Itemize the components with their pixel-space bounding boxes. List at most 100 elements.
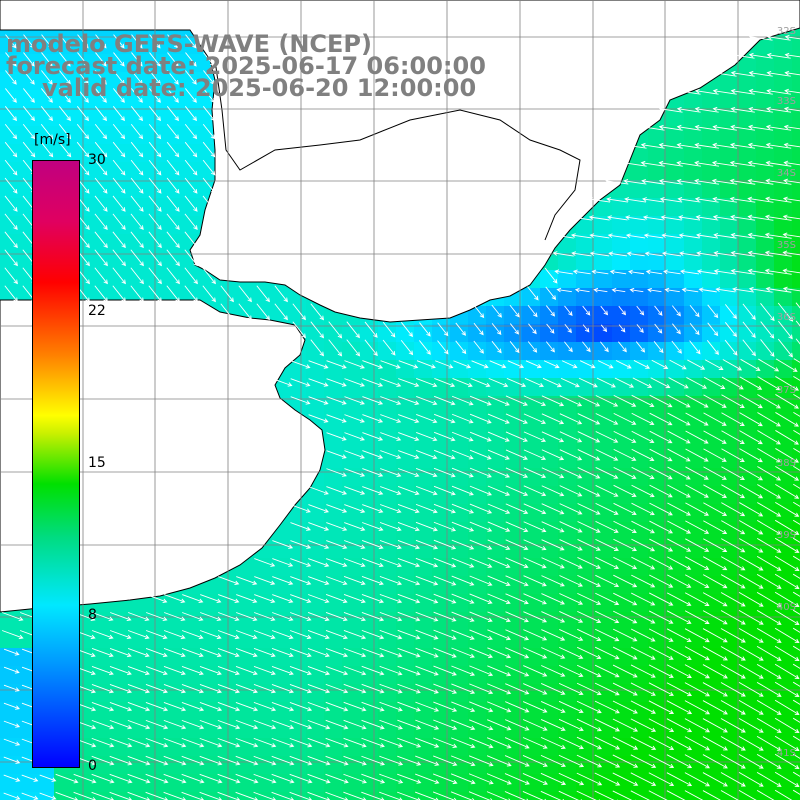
- wind-cell: [666, 126, 685, 145]
- wind-arrow: [784, 52, 800, 58]
- wind-arrow: [217, 755, 241, 766]
- wind-arrow: [764, 250, 792, 257]
- wind-cell: [90, 216, 109, 235]
- wind-cell: [162, 108, 181, 127]
- wind-arrow: [679, 251, 700, 257]
- wind-arrow: [127, 666, 150, 676]
- wind-arrow: [577, 610, 602, 623]
- wind-cell: [594, 702, 613, 721]
- wind-cell: [738, 630, 757, 649]
- wind-cell: [684, 144, 703, 163]
- wind-arrow: [415, 593, 439, 604]
- wind-cell: [756, 396, 775, 415]
- wind-arrow: [667, 538, 692, 552]
- wind-arrow: [612, 736, 639, 750]
- wind-arrow: [676, 178, 701, 185]
- wind-arrow: [202, 123, 216, 140]
- wind-arrow: [613, 412, 637, 425]
- wind-arrow: [696, 269, 718, 275]
- wind-arrow: [185, 70, 197, 85]
- wind-arrow: [397, 539, 420, 550]
- wind-arrow: [698, 287, 717, 293]
- wind-cell: [288, 792, 307, 800]
- wind-arrow: [491, 340, 502, 354]
- wind-arrow: [505, 395, 528, 406]
- wind-arrow: [614, 377, 635, 388]
- wind-cell: [774, 198, 793, 217]
- wind-arrow: [379, 719, 403, 730]
- wind-arrow: [326, 432, 347, 441]
- wind-cell: [756, 414, 775, 433]
- wind-arrow: [77, 70, 89, 85]
- wind-arrow: [694, 178, 720, 185]
- wind-arrow: [756, 717, 782, 733]
- wind-cell: [72, 36, 91, 55]
- wind-arrow: [473, 340, 484, 354]
- wind-arrow: [455, 322, 467, 336]
- wind-cell: [684, 720, 703, 739]
- wind-arrow: [199, 737, 223, 748]
- wind-cell: [0, 108, 19, 127]
- wind-arrow: [712, 214, 737, 221]
- wind-cell: [18, 54, 37, 73]
- wind-arrow: [702, 592, 728, 607]
- wind-cell: [180, 792, 199, 800]
- wind-arrow: [694, 124, 719, 131]
- wind-arrow: [23, 52, 35, 67]
- wind-arrow: [724, 304, 737, 320]
- wind-arrow: [612, 754, 639, 768]
- wind-arrow: [217, 666, 240, 676]
- wind-arrow: [290, 396, 311, 405]
- wind-arrow: [58, 141, 72, 158]
- wind-arrow: [721, 484, 746, 499]
- wind-arrow: [127, 701, 151, 712]
- wind-arrow: [685, 484, 709, 498]
- wind-arrow: [783, 142, 800, 148]
- wind-cell: [720, 450, 739, 469]
- wind-arrow: [505, 611, 529, 623]
- wind-arrow: [489, 360, 507, 369]
- wind-cell: [738, 702, 757, 721]
- wind-arrow: [415, 737, 440, 748]
- wind-arrow: [649, 484, 673, 498]
- wind-arrow: [253, 630, 276, 640]
- wind-cell: [36, 126, 55, 145]
- wind-cell: [540, 504, 559, 523]
- wind-cell: [648, 468, 667, 487]
- wind-arrow: [685, 556, 710, 570]
- wind-arrow: [707, 304, 719, 319]
- wind-cell: [594, 360, 613, 379]
- wind-arrow: [163, 791, 187, 800]
- wind-arrow: [184, 249, 198, 267]
- wind-arrow: [326, 540, 348, 549]
- wind-cell: [486, 324, 505, 343]
- wind-cell: [612, 684, 631, 703]
- wind-cell: [252, 288, 271, 307]
- wind-arrow: [672, 323, 681, 335]
- wind-arrow: [343, 737, 367, 748]
- wind-arrow: [343, 791, 367, 800]
- wind-cell: [738, 324, 757, 343]
- wind-cell: [630, 198, 649, 217]
- wind-cell: [792, 648, 800, 667]
- wind-arrow: [290, 540, 312, 549]
- wind-arrow: [217, 648, 240, 658]
- wind-arrow: [702, 718, 728, 733]
- wind-arrow: [415, 467, 438, 478]
- wind-arrow: [702, 574, 728, 589]
- wind-cell: [0, 180, 19, 199]
- wind-cell: [774, 288, 793, 307]
- wind-cell: [684, 360, 703, 379]
- wind-arrow: [649, 502, 673, 516]
- wind-cell: [738, 198, 757, 217]
- wind-arrow: [236, 612, 258, 622]
- wind-cell: [144, 108, 163, 127]
- wind-cell: [468, 306, 487, 325]
- wind-arrow: [756, 609, 782, 625]
- wind-arrow: [541, 647, 566, 659]
- wind-arrow: [469, 665, 494, 677]
- wind-arrow: [362, 522, 384, 532]
- wind-arrow: [622, 160, 647, 167]
- wind-cell: [576, 324, 595, 343]
